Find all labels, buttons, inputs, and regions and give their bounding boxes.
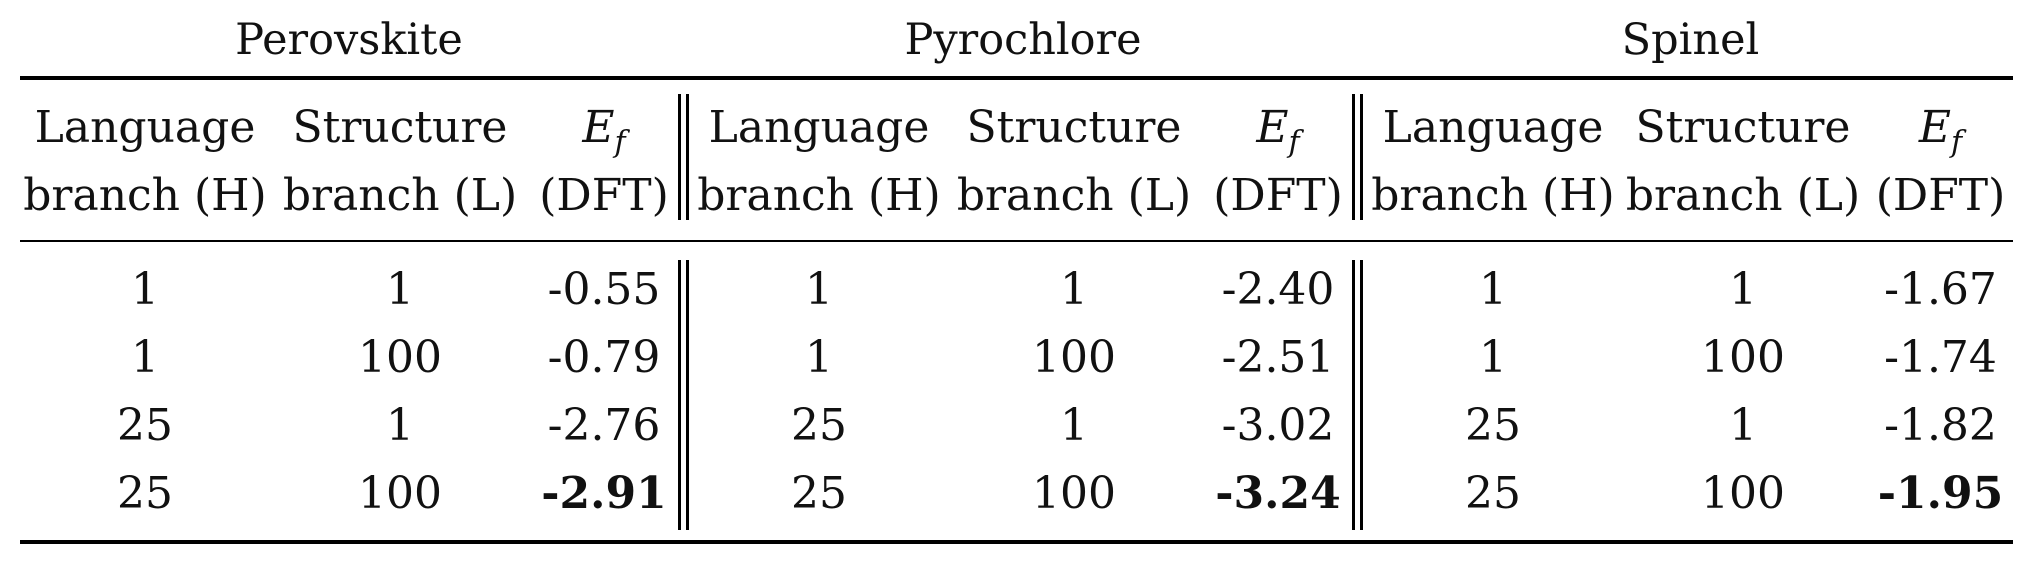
cell-l: 100 (1032, 468, 1116, 519)
col-header-line2: branch (H) (697, 170, 941, 221)
separator-line (678, 260, 681, 530)
cell-l: 100 (1701, 468, 1785, 519)
cell-l: 100 (1701, 332, 1785, 383)
col-header-structure: Structure (1618, 106, 1868, 150)
col-header-ef: (DFT) (1868, 174, 2013, 218)
header-rule (20, 240, 2013, 242)
col-header-ef: (DFT) (530, 174, 678, 218)
top-rule (20, 76, 2013, 80)
cell-ef: -1.67 (1884, 264, 1997, 315)
col-header-line2: (DFT) (1875, 170, 2006, 221)
col-header-language: branch (H) (20, 174, 270, 218)
cell-h: 25 (117, 400, 173, 451)
cell-l: 1 (386, 400, 414, 451)
col-header-line2: branch (L) (956, 170, 1192, 221)
cell-l: 1 (1729, 264, 1757, 315)
separator-line (1360, 260, 1363, 530)
cell-h: 1 (805, 264, 833, 315)
separator-line (1352, 94, 1355, 220)
col-header-language: branch (H) (694, 174, 944, 218)
group-header-perovskite: Perovskite (235, 15, 463, 65)
cell-h: 1 (131, 264, 159, 315)
cell-ef-best: -2.91 (541, 468, 667, 519)
ef-symbol: E (1918, 102, 1951, 153)
col-header-ef: Ef (530, 106, 678, 161)
separator-line (1352, 260, 1355, 530)
col-header-language: Language (20, 106, 270, 150)
col-header-language: Language (1368, 106, 1618, 150)
col-header-line2: branch (L) (1625, 170, 1861, 221)
col-header-line2: branch (H) (23, 170, 267, 221)
col-header-language: Language (694, 106, 944, 150)
col-header-line1: Structure (292, 102, 508, 153)
col-header-line1: Structure (1635, 102, 1851, 153)
ef-subscript: f (1288, 125, 1300, 160)
cell-h: 1 (131, 332, 159, 383)
col-header-line2: branch (H) (1371, 170, 1615, 221)
col-header-structure: branch (L) (270, 174, 530, 218)
ef-subscript: f (614, 125, 626, 160)
col-header-structure: Structure (270, 106, 530, 150)
separator-line (1360, 94, 1363, 220)
cell-l: 100 (1032, 332, 1116, 383)
cell-h: 25 (1465, 400, 1521, 451)
cell-ef: -0.55 (547, 264, 661, 315)
cell-ef-best: -3.24 (1215, 468, 1341, 519)
cell-h: 25 (791, 468, 847, 519)
cell-ef: -2.76 (547, 400, 661, 451)
col-header-structure: branch (L) (1618, 174, 1868, 218)
ef-subscript: f (1951, 125, 1963, 160)
cell-ef: -1.74 (1884, 332, 1997, 383)
cell-ef: -2.51 (1221, 332, 1335, 383)
cell-l: 100 (358, 468, 442, 519)
col-header-structure: Structure (944, 106, 1204, 150)
col-header-ef: (DFT) (1204, 174, 1352, 218)
cell-l: 1 (1060, 264, 1088, 315)
cell-h: 25 (117, 468, 173, 519)
separator-line (686, 260, 689, 530)
cell-l: 1 (1060, 400, 1088, 451)
results-table: Perovskite Language branch (H) Structure… (20, 0, 2013, 570)
col-header-structure: branch (L) (944, 174, 1204, 218)
ef-symbol: E (582, 102, 615, 153)
cell-ef: -0.79 (547, 332, 661, 383)
cell-ef: -2.40 (1221, 264, 1335, 315)
cell-h: 1 (1479, 332, 1507, 383)
col-header-ef: Ef (1204, 106, 1352, 161)
col-header-line1: Language (708, 102, 930, 153)
cell-h: 1 (805, 332, 833, 383)
col-header-ef: Ef (1868, 106, 2013, 161)
col-header-line2: branch (L) (282, 170, 518, 221)
cell-ef: -1.82 (1884, 400, 1997, 451)
cell-ef-best: -1.95 (1877, 468, 2004, 519)
cell-h: 25 (1465, 468, 1521, 519)
group-header-pyrochlore: Pyrochlore (904, 15, 1142, 65)
col-header-line2: (DFT) (1213, 170, 1343, 221)
cell-l: 1 (386, 264, 414, 315)
col-header-line1: Structure (966, 102, 1182, 153)
col-header-line1: Language (34, 102, 256, 153)
cell-l: 100 (358, 332, 442, 383)
cell-h: 25 (791, 400, 847, 451)
cell-l: 1 (1729, 400, 1757, 451)
col-header-language: branch (H) (1368, 174, 1618, 218)
group-header-spinel: Spinel (1621, 15, 1760, 65)
cell-h: 1 (1479, 264, 1507, 315)
bottom-rule (20, 540, 2013, 544)
col-header-line2: (DFT) (539, 170, 669, 221)
cell-ef: -3.02 (1221, 400, 1335, 451)
col-header-line1: Language (1382, 102, 1604, 153)
ef-symbol: E (1256, 102, 1289, 153)
separator-line (686, 94, 689, 220)
separator-line (678, 94, 681, 220)
